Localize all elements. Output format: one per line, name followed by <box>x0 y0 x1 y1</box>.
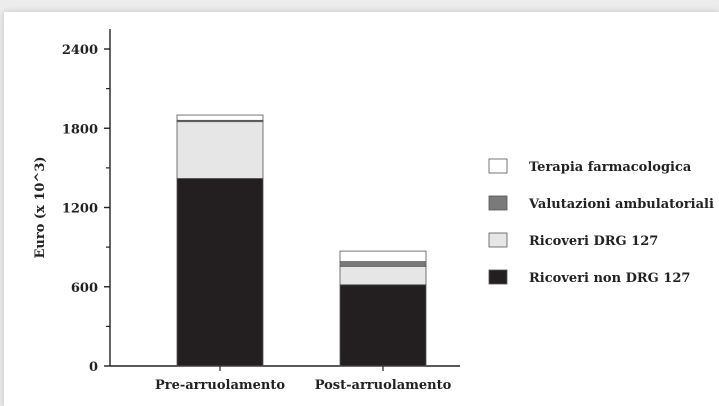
legend-swatch <box>488 158 508 174</box>
bar-segment <box>339 250 427 263</box>
bar-segment <box>339 261 427 267</box>
bar-segment <box>339 284 427 367</box>
legend-label: Ricoveri DRG 127 <box>529 234 658 249</box>
y-axis-title: Euro (x 10^3) <box>33 156 48 258</box>
y-tick-label: 1200 <box>62 202 98 217</box>
legend-label: Terapia farmacologica <box>529 160 692 175</box>
bar-segment <box>339 265 427 286</box>
y-tick-label: 0 <box>89 360 98 375</box>
y-tick-label: 600 <box>71 281 98 296</box>
legend-swatch <box>488 269 508 285</box>
bar-segment <box>176 121 264 179</box>
legend-label: Valutazioni ambulatoriali <box>528 197 714 212</box>
bar-segment <box>176 114 264 121</box>
legend-label: Ricoveri non DRG 127 <box>529 271 690 286</box>
x-tick-label: Pre-arruolamento <box>155 378 285 393</box>
y-tick-label: 2400 <box>62 43 98 58</box>
legend-swatch <box>488 195 508 211</box>
legend-swatch <box>488 232 508 248</box>
y-tick-label: 1800 <box>62 122 98 137</box>
x-tick-label: Post-arruolamento <box>315 378 452 393</box>
bar-segment <box>176 178 264 367</box>
